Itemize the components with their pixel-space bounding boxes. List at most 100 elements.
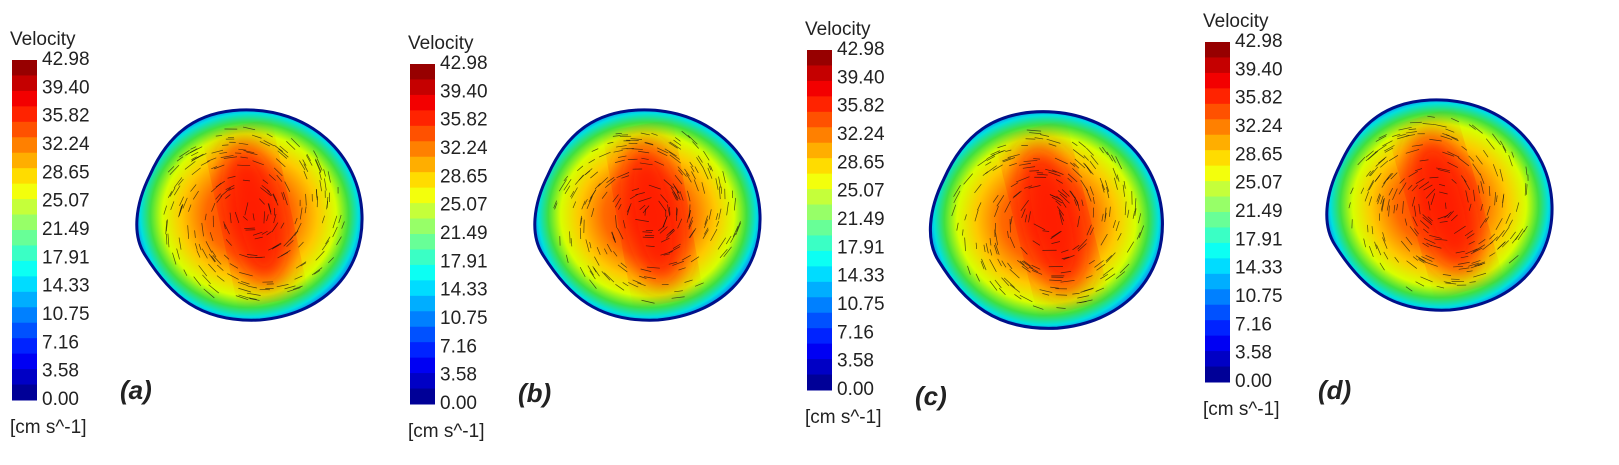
velocity-vector bbox=[998, 287, 1006, 295]
velocity-vector bbox=[638, 197, 652, 203]
core-region bbox=[1016, 143, 1088, 295]
velocity-vector bbox=[1415, 281, 1425, 287]
velocity-vector bbox=[1080, 288, 1093, 293]
velocity-vector bbox=[1374, 144, 1387, 153]
velocity-vector bbox=[1369, 166, 1379, 177]
velocity-vector bbox=[201, 222, 204, 237]
velocity-vector bbox=[590, 171, 599, 179]
velocity-vector bbox=[963, 173, 973, 185]
velocity-vector bbox=[591, 208, 595, 218]
velocity-vector bbox=[1101, 184, 1105, 193]
velocity-vector bbox=[211, 166, 218, 170]
velocity-vector bbox=[165, 220, 168, 235]
panel-label: (a) bbox=[120, 375, 152, 405]
velocity-vector bbox=[645, 245, 655, 247]
legend-title: Velocity bbox=[408, 33, 474, 54]
velocity-vector bbox=[1086, 224, 1092, 236]
colorbar-tick-label: 10.75 bbox=[42, 304, 90, 325]
velocity-vector bbox=[1019, 295, 1033, 303]
velocity-vector bbox=[239, 272, 253, 277]
velocity-vector bbox=[1051, 231, 1061, 238]
velocity-vector bbox=[1408, 171, 1418, 178]
velocity-vector bbox=[1069, 162, 1076, 167]
velocity-vector bbox=[286, 141, 296, 150]
velocity-vector bbox=[1104, 180, 1110, 192]
colorbar-tick-label: 28.65 bbox=[42, 162, 90, 183]
velocity-vector bbox=[242, 179, 250, 182]
colorbar-tick-label: 25.07 bbox=[42, 191, 90, 212]
velocity-vector bbox=[1051, 241, 1061, 244]
velocity-vector bbox=[303, 170, 308, 180]
velocity-vector bbox=[1483, 150, 1489, 158]
colorbar-band bbox=[1205, 335, 1230, 352]
velocity-vector bbox=[570, 238, 573, 247]
velocity-vector bbox=[606, 243, 612, 253]
velocity-vector bbox=[1442, 274, 1452, 276]
velocity-vector bbox=[701, 182, 706, 194]
velocity-vector bbox=[1073, 162, 1080, 169]
colorbar-band bbox=[1205, 304, 1230, 321]
velocity-vector bbox=[1515, 202, 1520, 212]
velocity-vector bbox=[1430, 193, 1436, 206]
velocity-vector bbox=[1371, 226, 1374, 235]
velocity-vector bbox=[163, 205, 167, 215]
velocity-vector bbox=[1511, 235, 1519, 244]
colorbar-band bbox=[12, 121, 37, 138]
velocity-vector bbox=[658, 225, 665, 232]
velocity-vector bbox=[1398, 182, 1407, 195]
velocity-vector bbox=[208, 284, 220, 294]
velocity-vector bbox=[176, 156, 184, 162]
legend-title: Velocity bbox=[1203, 11, 1269, 32]
velocity-vector bbox=[1138, 225, 1145, 238]
velocity-vector bbox=[614, 197, 621, 208]
velocity-vector bbox=[1495, 218, 1503, 230]
velocity-vector bbox=[1393, 204, 1396, 214]
velocity-vector bbox=[642, 231, 653, 233]
velocity-vector bbox=[687, 134, 698, 145]
velocity-vector bbox=[332, 226, 338, 238]
velocity-vector bbox=[316, 189, 318, 201]
velocity-vector bbox=[240, 156, 248, 159]
velocity-vector bbox=[663, 253, 671, 256]
velocity-vector bbox=[572, 201, 577, 209]
velocity-vector bbox=[1003, 277, 1015, 288]
velocity-vector bbox=[263, 140, 275, 147]
velocity-vector bbox=[211, 149, 224, 154]
velocity-vector bbox=[1363, 238, 1366, 248]
colorbar-tick-label: 14.33 bbox=[42, 276, 90, 297]
velocity-vector bbox=[660, 251, 673, 256]
velocity-vector bbox=[332, 215, 338, 229]
velocity-vector bbox=[1092, 196, 1095, 204]
legend-unit: [cm s^-1] bbox=[408, 421, 484, 442]
velocity-vector bbox=[615, 215, 617, 228]
velocity-vector bbox=[642, 236, 654, 239]
velocity-vector bbox=[227, 175, 236, 179]
velocity-vector bbox=[1099, 147, 1104, 154]
velocity-vector bbox=[1101, 213, 1104, 222]
velocity-vector bbox=[1439, 221, 1448, 223]
velocity-vector bbox=[1020, 246, 1028, 255]
colorbar-band bbox=[410, 64, 435, 80]
panel-label: (c) bbox=[915, 381, 947, 411]
velocity-vector bbox=[570, 190, 575, 198]
velocity-vector bbox=[589, 279, 597, 289]
velocity-vector bbox=[1382, 232, 1386, 242]
colorbar-tick-label: 17.91 bbox=[42, 247, 90, 268]
velocity-vector bbox=[1466, 233, 1475, 239]
velocity-vector bbox=[165, 219, 168, 232]
colorbar-tick-label: 28.65 bbox=[837, 152, 885, 173]
colorbar-band bbox=[807, 142, 832, 159]
velocity-vector bbox=[167, 191, 173, 199]
velocity-vector bbox=[1451, 179, 1457, 184]
velocity-vector bbox=[1021, 208, 1026, 219]
velocity-vector bbox=[229, 263, 239, 269]
velocity-vector bbox=[1419, 159, 1429, 162]
velocity-vector bbox=[986, 154, 996, 160]
colorbar-band bbox=[12, 152, 37, 169]
velocity-vector bbox=[617, 264, 628, 273]
velocity-vector bbox=[313, 150, 318, 158]
velocity-vector bbox=[1081, 199, 1084, 206]
velocity-vector bbox=[584, 199, 588, 205]
velocity-vector bbox=[689, 227, 697, 238]
velocity-vector bbox=[224, 224, 230, 235]
